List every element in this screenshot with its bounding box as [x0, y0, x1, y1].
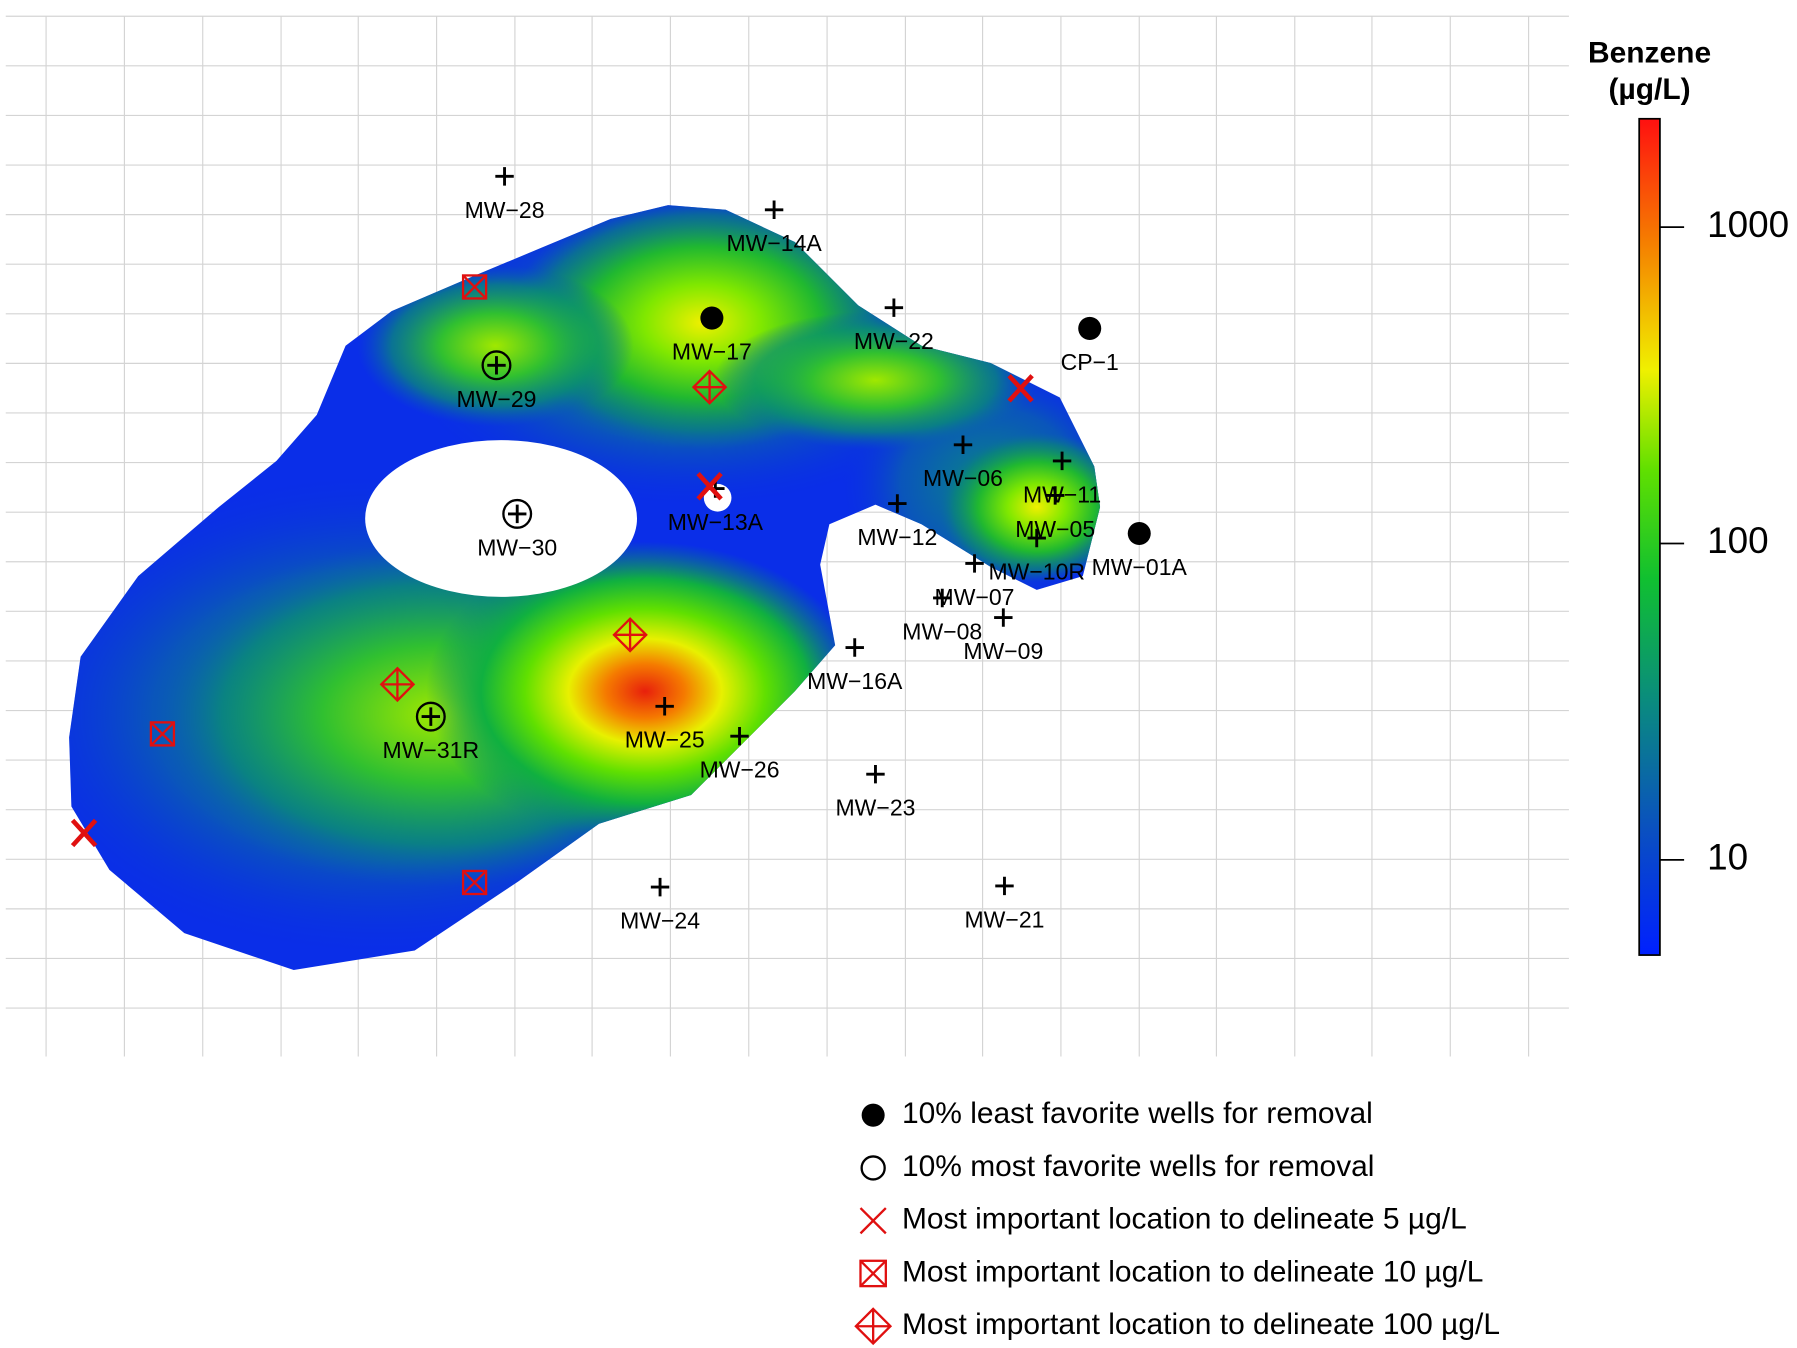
- well-label: MW−13A: [668, 509, 764, 535]
- well-label: MW−14A: [726, 230, 822, 256]
- markers: MW−28 MW−14A MW−17 MW−22 CP−1 MW−29 MW−30 MW−13…: [70, 167, 1188, 934]
- well-marker: [700, 306, 724, 330]
- contour: [938, 432, 1101, 582]
- well-label: MW−06: [923, 465, 1003, 491]
- well-marker: [933, 588, 952, 608]
- well-marker: [655, 697, 674, 716]
- well-marker: [994, 608, 1013, 627]
- well-marker: [1078, 316, 1102, 340]
- delineate-100: [612, 617, 648, 653]
- legend-marker: [861, 1103, 885, 1127]
- legend-label: Most important location to delineate 100…: [902, 1308, 1500, 1341]
- legend-label: 10% most favorite wells for removal: [902, 1150, 1375, 1183]
- colorbar-tick-label: 100: [1707, 520, 1769, 561]
- legend-label: 10% least favorite wells for removal: [902, 1097, 1373, 1130]
- colorbar-title: Benzene: [1588, 36, 1711, 69]
- delineate-10: [461, 869, 488, 896]
- delineate-10: [462, 274, 487, 300]
- delineate-10: [149, 721, 176, 747]
- well-marker: [995, 876, 1014, 896]
- well-label: MW−31R: [383, 737, 480, 763]
- legend: 10% least favorite wells for removal 10% …: [854, 1097, 1500, 1346]
- well-marker: [481, 350, 512, 381]
- colorbar-scale: [1638, 117, 1661, 956]
- well-marker: [650, 877, 670, 897]
- colorbar-title: (µg/L): [1609, 73, 1691, 106]
- well-marker: [884, 298, 904, 317]
- well-label: MW−26: [700, 757, 780, 783]
- well-label: MW−29: [457, 386, 537, 412]
- well-label: MW−10R: [988, 559, 1085, 585]
- well-marker: [415, 701, 446, 732]
- well-label: MW−23: [835, 795, 915, 821]
- well-marker: [421, 707, 441, 726]
- delineate-10: [150, 721, 175, 747]
- delineate-5: [1007, 374, 1034, 403]
- legend-marker: [860, 1155, 886, 1181]
- well-marker: [495, 167, 514, 186]
- delineate-10: [461, 274, 488, 300]
- well-label: MW−01A: [1092, 554, 1188, 580]
- well-label: MW−08: [902, 618, 982, 644]
- well-marker: [1027, 528, 1046, 548]
- well-marker: [965, 554, 984, 573]
- colorbar: Benzene (µg/L) 10 100 1000: [1588, 36, 1789, 956]
- delineate-10: [859, 1259, 887, 1288]
- well-marker: [953, 435, 973, 454]
- well-label: MW−25: [625, 727, 705, 753]
- plume-hole: [365, 440, 638, 597]
- well-marker: [487, 356, 506, 375]
- well-label: MW−28: [465, 197, 545, 223]
- delineate-100: [691, 369, 728, 405]
- well-marker: [502, 498, 533, 529]
- well-marker: [1045, 486, 1065, 505]
- well-marker: [730, 726, 749, 746]
- plume: [69, 205, 1101, 971]
- legend-label: Most important location to delineate 10 …: [902, 1255, 1483, 1288]
- delineate-100: [854, 1307, 893, 1346]
- well-label: MW−16A: [807, 668, 903, 694]
- legend-label: Most important location to delineate 5 µ…: [902, 1203, 1467, 1236]
- well-marker: [1127, 521, 1151, 545]
- contour: [357, 265, 634, 427]
- well-marker: [845, 638, 864, 657]
- well-label: MW−24: [620, 908, 700, 934]
- delineate-100: [379, 666, 416, 703]
- legend-marker: [859, 1207, 887, 1235]
- delineate-10: [462, 870, 487, 895]
- colorbar-tick-label: 10: [1707, 837, 1748, 878]
- colorbar-tick-label: 1000: [1707, 204, 1789, 245]
- well-label: MW−30: [477, 534, 557, 560]
- well-marker: [764, 200, 784, 219]
- well-marker: [1052, 451, 1072, 471]
- well-label: MW−21: [965, 906, 1045, 932]
- well-label: MW−09: [963, 638, 1043, 664]
- well-label: CP−1: [1061, 349, 1119, 375]
- well-marker: [866, 765, 885, 784]
- well-label: MW−17: [672, 339, 752, 365]
- delineate-10: [859, 1259, 887, 1287]
- delineate-5: [696, 472, 723, 501]
- well-marker: [507, 504, 527, 524]
- well-marker: [888, 494, 907, 513]
- delineate-5: [70, 818, 98, 848]
- well-label: MW−05: [1015, 516, 1095, 542]
- well-label: MW−22: [854, 328, 934, 354]
- well-label: MW−12: [857, 524, 937, 550]
